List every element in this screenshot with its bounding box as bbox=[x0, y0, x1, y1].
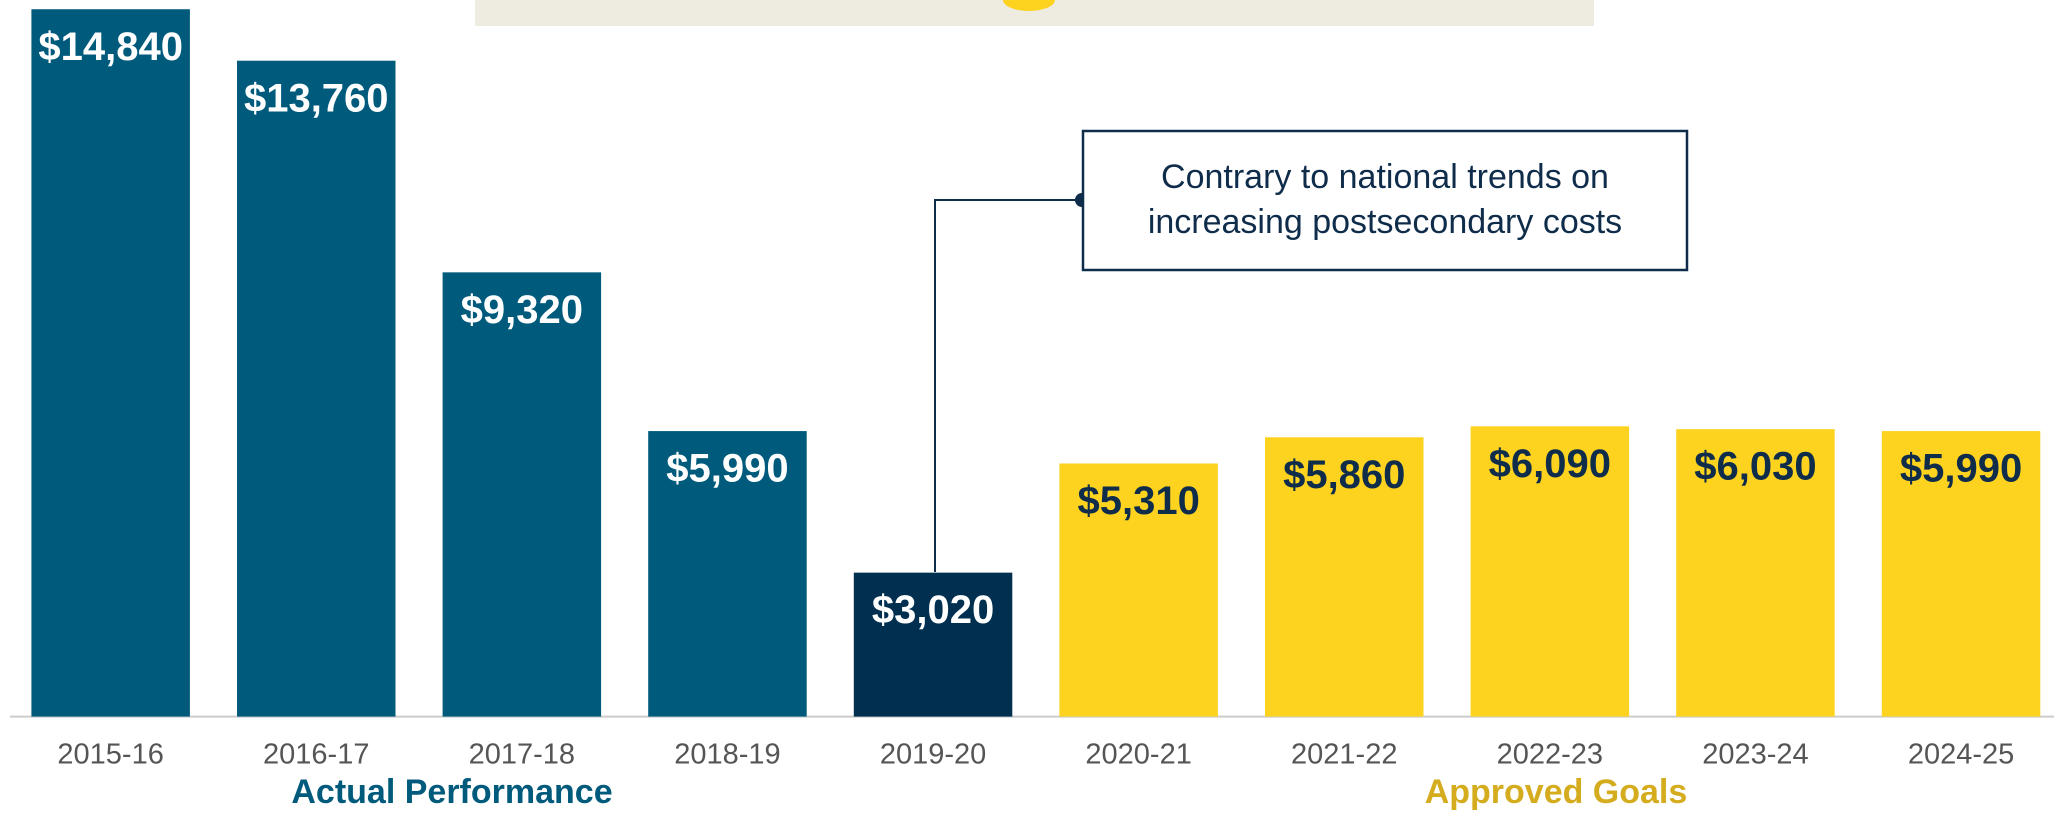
x-tick-label: 2017-18 bbox=[469, 739, 575, 771]
group-label: Actual Performance bbox=[291, 773, 612, 811]
x-tick-label: 2022-23 bbox=[1497, 739, 1603, 771]
bar bbox=[648, 431, 807, 717]
annotation-connector bbox=[934, 199, 1082, 572]
bar bbox=[1470, 426, 1630, 717]
bar bbox=[1059, 463, 1218, 717]
value-label: $6,090 bbox=[1489, 442, 1611, 486]
bar bbox=[853, 572, 1013, 717]
bar bbox=[1881, 431, 2041, 717]
x-tick-label: 2018-19 bbox=[674, 739, 780, 771]
value-label: $5,860 bbox=[1283, 453, 1405, 497]
value-label: $13,760 bbox=[244, 76, 389, 120]
value-label: $6,030 bbox=[1694, 445, 1816, 489]
x-tick-label: 2016-17 bbox=[263, 739, 369, 771]
x-tick-label: 2023-24 bbox=[1702, 739, 1808, 771]
annotation-text: Contrary to national trends on bbox=[1161, 158, 1609, 196]
x-tick-label: 2020-21 bbox=[1085, 739, 1191, 771]
bar bbox=[1265, 437, 1424, 717]
annotation-text: increasing postsecondary costs bbox=[1148, 203, 1622, 241]
x-tick-label: 2015-16 bbox=[57, 739, 163, 771]
annotation-box bbox=[1081, 129, 1689, 272]
value-label: $5,310 bbox=[1077, 479, 1199, 523]
value-label: $5,990 bbox=[1900, 447, 2022, 491]
header-icon bbox=[1003, 0, 1055, 11]
x-tick-label: 2019-20 bbox=[880, 739, 986, 771]
x-tick-label: 2024-25 bbox=[1908, 739, 2014, 771]
bar bbox=[237, 60, 396, 717]
value-label: $9,320 bbox=[461, 288, 583, 332]
value-label: $5,990 bbox=[666, 447, 788, 491]
bar bbox=[1676, 429, 1835, 717]
bar bbox=[31, 9, 190, 717]
value-label: $14,840 bbox=[38, 25, 183, 69]
value-label: $3,020 bbox=[872, 588, 994, 632]
bar bbox=[442, 272, 602, 717]
x-tick-label: 2021-22 bbox=[1291, 739, 1397, 771]
group-label: Approved Goals bbox=[1425, 773, 1688, 811]
